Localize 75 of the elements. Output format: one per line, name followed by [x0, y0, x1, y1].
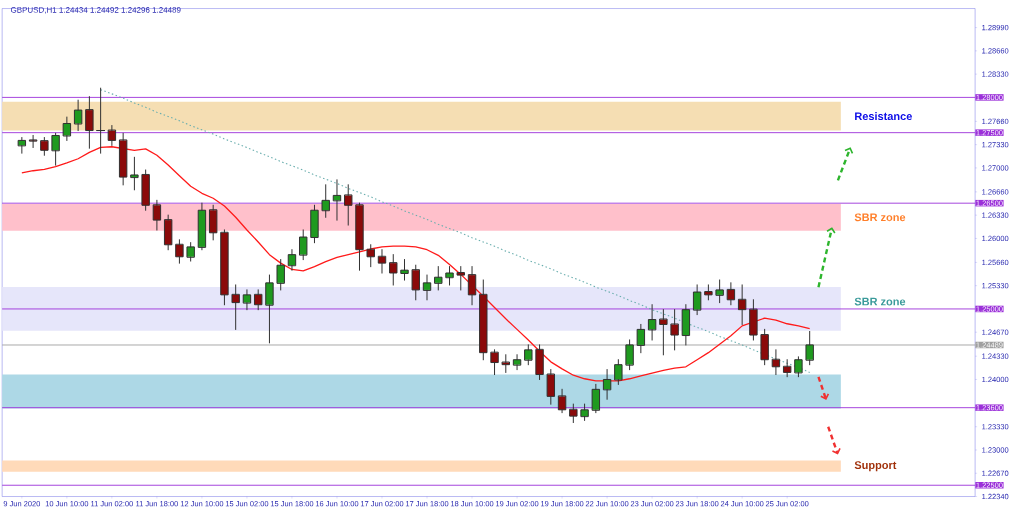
candlestick [62, 116, 72, 141]
candlestick [355, 202, 364, 271]
candlestick [389, 254, 398, 286]
candlestick [422, 274, 432, 301]
candlestick [220, 229, 229, 306]
candlestick [130, 156, 139, 191]
candlestick [794, 356, 803, 378]
candlestick [557, 388, 567, 414]
candlestick [366, 244, 375, 268]
candlestick [614, 359, 623, 385]
candlestick [400, 259, 409, 281]
candlestick [332, 179, 342, 221]
candlestick [490, 349, 499, 376]
candlestick [782, 359, 792, 378]
candlestick [107, 125, 117, 146]
band-label: Support [854, 461, 897, 472]
candlestick [524, 344, 533, 366]
candlestick [692, 284, 702, 316]
candlestick [737, 284, 747, 325]
candlestick [411, 264, 420, 301]
candlestick [85, 96, 94, 149]
candlestick [377, 249, 387, 274]
candlestick [299, 229, 308, 261]
candlestick [287, 249, 297, 271]
candlestick [51, 132, 60, 166]
candlestick [186, 242, 195, 262]
candlestick [456, 266, 465, 291]
candlestick [659, 309, 668, 356]
line-series [21, 146, 811, 382]
candlestick [175, 239, 184, 264]
candlestick [591, 383, 601, 414]
candlestick [704, 284, 713, 301]
candlestick [715, 279, 724, 304]
candlestick [445, 266, 454, 286]
candlestick [501, 354, 511, 373]
candlestick [625, 339, 634, 371]
candlestick [805, 331, 814, 366]
candlestick [17, 137, 27, 154]
candlestick [276, 259, 285, 291]
candlestick [40, 137, 49, 156]
candlestick [28, 135, 38, 148]
candlestick [670, 309, 679, 351]
candlestick [546, 369, 556, 405]
candlestick [118, 132, 128, 186]
candlestick [479, 279, 488, 361]
line-series [100, 89, 811, 373]
candlestick [760, 328, 769, 366]
candlestick [647, 304, 657, 341]
candlestick [749, 299, 758, 341]
candlestick [569, 403, 578, 424]
candlestick [231, 284, 240, 330]
candlestick [321, 184, 330, 218]
band-label: Resistance [855, 112, 912, 121]
candlestick [580, 403, 589, 421]
candlestick [434, 266, 443, 291]
candlestick [726, 282, 736, 306]
candlestick [512, 354, 522, 371]
candlestick [242, 289, 252, 311]
candlestick [602, 369, 612, 400]
candlestick [163, 214, 173, 251]
band-label: SBR zone [854, 297, 906, 306]
candlestick [681, 304, 691, 346]
candlestick [265, 274, 274, 344]
candlestick [152, 199, 162, 231]
candlestick [535, 344, 544, 380]
candlestick [141, 169, 150, 211]
candlestick [467, 266, 477, 306]
candlestick [208, 204, 218, 241]
candlestick [253, 289, 263, 311]
candlestick [197, 202, 207, 251]
candlestick [344, 184, 353, 226]
band-label: SBR zone [854, 213, 906, 222]
candlestick [771, 349, 781, 376]
candlestick [73, 99, 83, 132]
candlestick [636, 323, 646, 354]
